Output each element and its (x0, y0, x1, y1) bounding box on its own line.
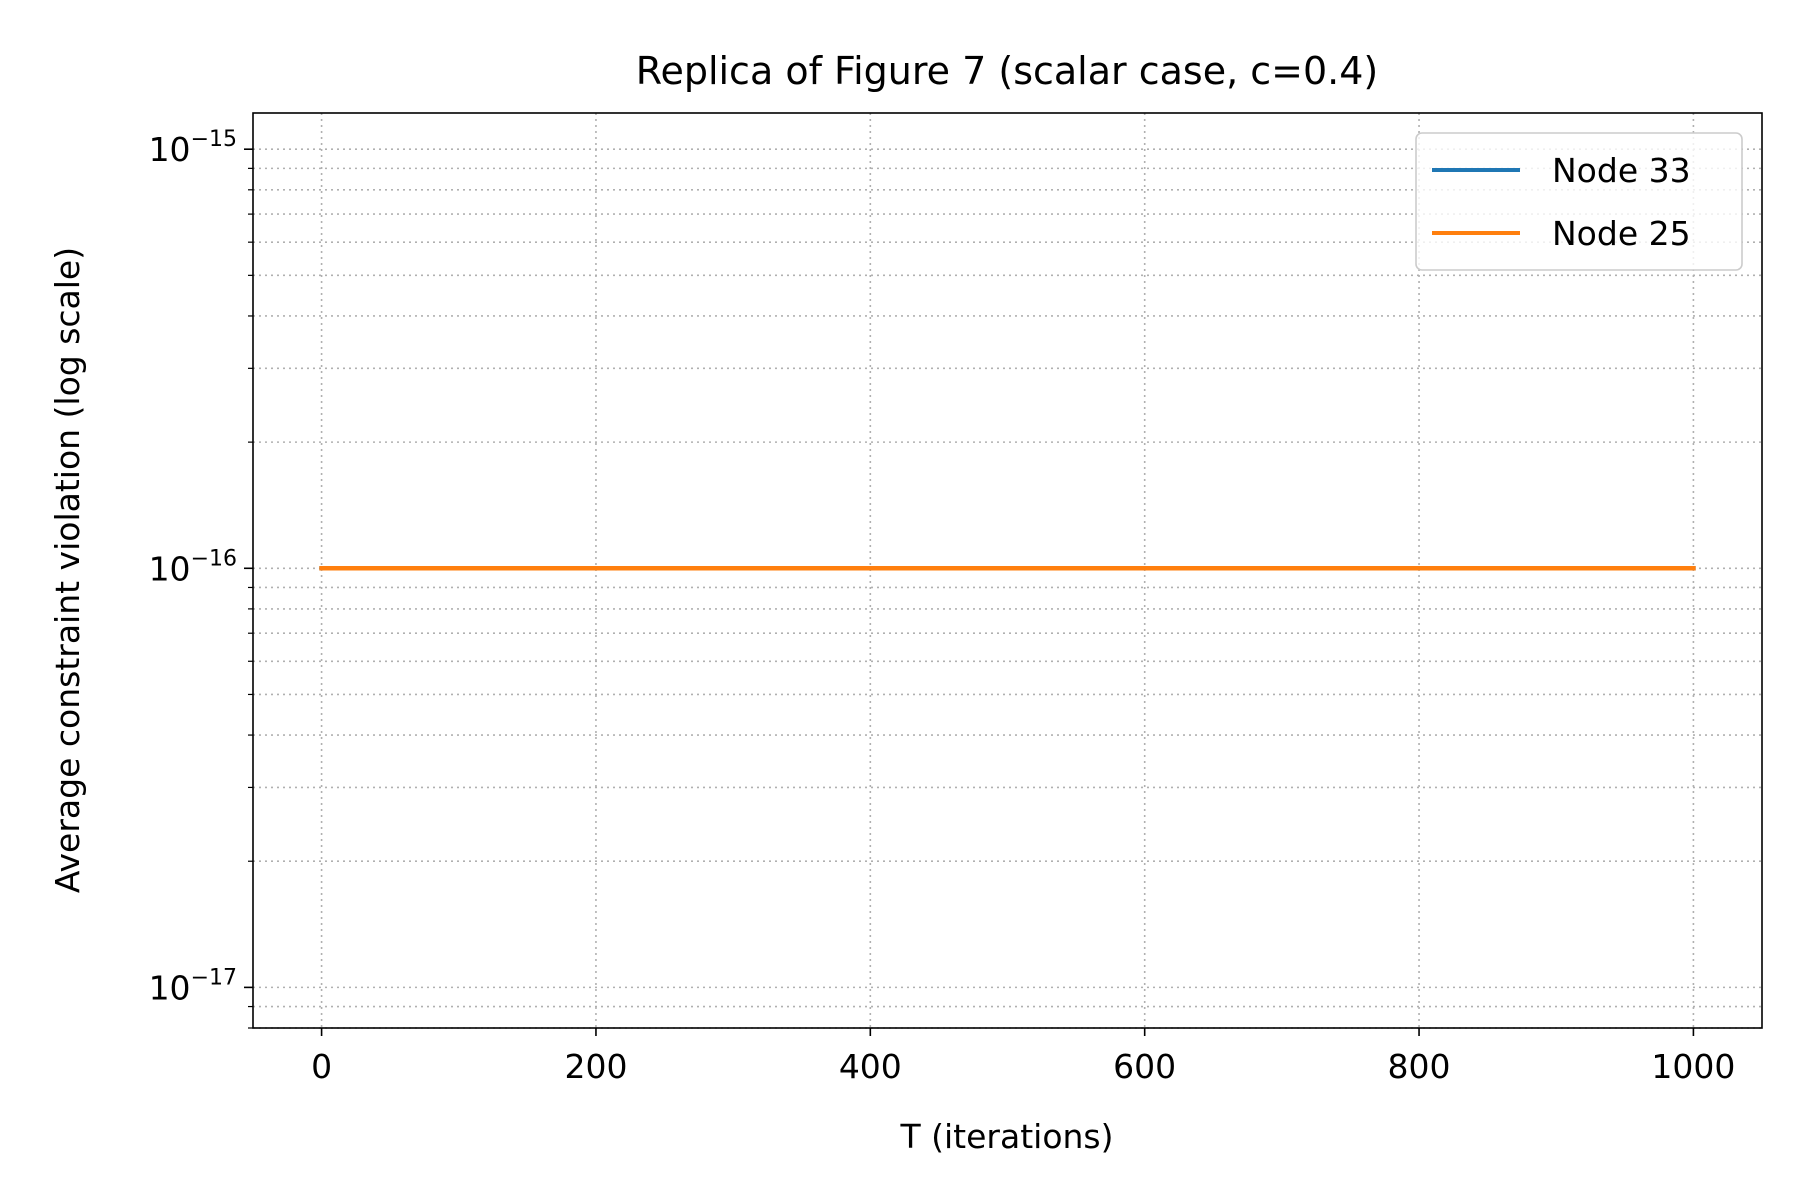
x-axis-label: T (iterations) (899, 1117, 1113, 1156)
plot-area-frame (252, 112, 1763, 1029)
y-tick-label: 10−16 (149, 546, 237, 588)
x-tick-label: 0 (311, 1047, 332, 1086)
y-axis-label: Average constraint violation (log scale) (48, 247, 87, 893)
y-axis-ticks: 10−17 10−16 10−15 (149, 127, 253, 1029)
x-tick-label: 400 (839, 1047, 902, 1086)
y-tick-label: 10−15 (149, 127, 237, 169)
x-tick-label: 1000 (1651, 1047, 1735, 1086)
y-tick-label: 10−17 (149, 965, 237, 1007)
x-tick-label: 600 (1113, 1047, 1176, 1086)
x-tick-label: 200 (564, 1047, 627, 1086)
chart-title: Replica of Figure 7 (scalar case, c=0.4) (636, 49, 1378, 93)
legend-box (1415, 132, 1743, 271)
x-axis-ticks: 0 200 400 600 800 1000 (311, 1028, 1735, 1086)
x-tick-label: 800 (1388, 1047, 1451, 1086)
legend: Node 33 Node 25 (1415, 132, 1743, 271)
legend-label-node-25: Node 25 (1552, 214, 1691, 253)
legend-label-node-33: Node 33 (1552, 151, 1691, 190)
